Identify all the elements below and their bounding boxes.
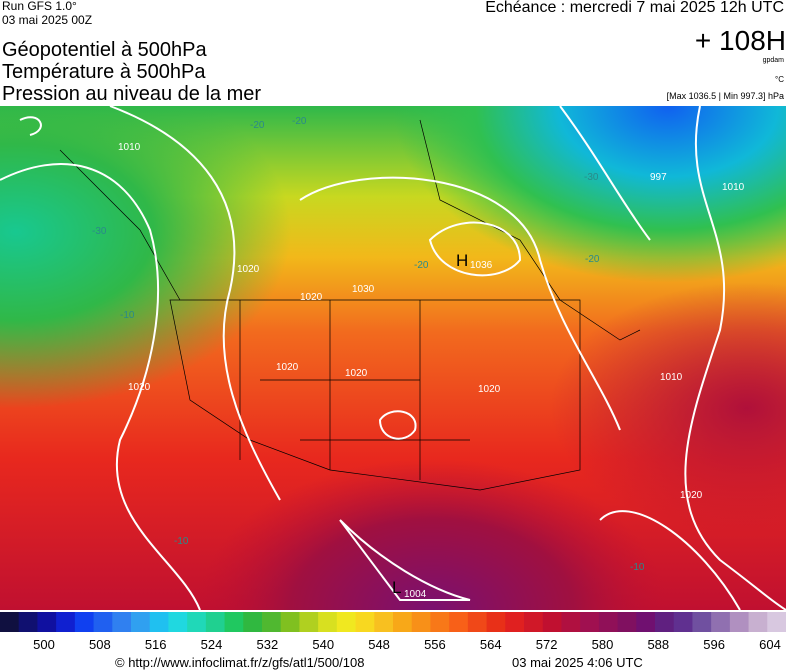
colorbar-label: 572: [536, 637, 558, 652]
isobar-label: 1030: [352, 284, 375, 295]
colorbar-swatch: [542, 612, 562, 632]
colorbar-label: 588: [647, 637, 669, 652]
header: Run GFS 1.0° 03 mai 2025 00Z Géopotentie…: [2, 0, 786, 105]
unit: °C: [775, 75, 784, 84]
colorbar-swatch: [355, 612, 375, 632]
colorbar-label: 564: [480, 637, 502, 652]
isobar-label: 997: [650, 172, 667, 183]
isobar-label: 1010: [722, 182, 745, 193]
colorbar-swatch: [411, 612, 431, 632]
generated: 03 mai 2025 4:06 UTC: [512, 655, 643, 670]
source: © http://www.infoclimat.fr/z/gfs/atl1/50…: [115, 655, 364, 670]
colorbar-swatch: [56, 612, 76, 632]
colorbar-swatch: [580, 612, 600, 632]
colorbar-swatch: [598, 612, 619, 632]
colorbar-swatch: [486, 612, 506, 632]
colorbar-label: 580: [592, 637, 614, 652]
run: Run GFS 1.0°: [2, 0, 77, 13]
high-marker: H: [456, 251, 468, 270]
isobar-label: 1020: [680, 490, 703, 501]
colorbar-swatch: [505, 612, 525, 632]
run-date: 03 mai 2025 00Z: [2, 13, 92, 27]
colorbar-label: 500: [33, 637, 55, 652]
colorbar-swatch: [93, 612, 113, 632]
colorbar-swatch: [280, 612, 300, 632]
temperature-label: -10: [120, 310, 135, 321]
colorbar-label: 540: [312, 637, 334, 652]
temperature-label: -30: [92, 226, 107, 237]
colorbar-swatch: [318, 612, 338, 632]
low-marker: L: [392, 578, 401, 597]
colorbar-label: 596: [703, 637, 725, 652]
unit: gpdam: [763, 57, 785, 64]
colorbar-swatch: [243, 612, 263, 632]
colorbar-label: 604: [759, 637, 781, 652]
map-labels: H 1036 L 1004 1010 1020 1030 1020 1020 1020 10…: [92, 116, 745, 600]
colorbar-swatch: [692, 612, 712, 632]
low-value: 1004: [404, 589, 427, 600]
temperature-label: -20: [292, 116, 307, 127]
title: Température à 500hPa: [2, 61, 206, 83]
colorbar-swatch: [711, 612, 731, 632]
temperature-label: -20: [414, 260, 429, 271]
title: Pression au niveau de la mer: [2, 83, 261, 105]
colorbar-swatch: [0, 612, 20, 632]
colorbar-label: 556: [424, 637, 446, 652]
colorbar-swatch: [561, 612, 581, 632]
colorbar-swatch: [299, 612, 319, 632]
temperature-label: -20: [250, 120, 265, 131]
map: [0, 105, 786, 611]
colorbar-swatch: [112, 612, 132, 632]
colorbar-swatch: [617, 612, 637, 632]
isobar-label: 1020: [276, 362, 299, 373]
colorbar-swatch: [655, 612, 675, 632]
colorbar-swatch: [393, 612, 413, 632]
colorbar-swatch: [729, 612, 750, 632]
title: Géopotentiel à 500hPa: [2, 39, 207, 61]
colorbar-swatch: [131, 612, 151, 632]
temperature-label: -30: [584, 172, 599, 183]
colorbar-swatch: [187, 612, 207, 632]
colorbar-swatch: [149, 612, 169, 632]
colorbar-swatch: [18, 612, 38, 632]
temperature-label: -10: [174, 536, 189, 547]
colorbar-swatch: [262, 612, 282, 632]
isobar-label: 1020: [300, 292, 323, 303]
colorbar-swatch: [673, 612, 693, 632]
high-value: 1036: [470, 260, 493, 271]
colorbar-label: 548: [368, 637, 390, 652]
colorbar-swatch: [467, 612, 488, 632]
colorbar-label: 532: [257, 637, 279, 652]
pressure-range: [Max 1036.5 | Min 997.3] hPa: [667, 91, 784, 101]
colorbar-swatch: [336, 612, 357, 632]
colorbar-swatch: [74, 612, 95, 632]
colorbar-swatch: [767, 612, 786, 632]
colorbar-swatch: [224, 612, 244, 632]
colorbar-swatch: [168, 612, 188, 632]
colorbar-swatch: [636, 612, 656, 632]
isobar-label: 1010: [118, 142, 141, 153]
colorbar-swatch: [37, 612, 57, 632]
colorbar: 500 508 516 524 532 540 548 556 564 572 580 588 596 6…: [0, 612, 786, 652]
temperature-label: -10: [630, 562, 645, 573]
temperature-label: -20: [585, 254, 600, 265]
colorbar-label: 516: [145, 637, 167, 652]
valid-time: Echéance : mercredi 7 mai 2025 12h UTC: [485, 0, 784, 16]
isobar-label: 1020: [345, 368, 368, 379]
colorbar-label: 508: [89, 637, 111, 652]
isobar-label: 1020: [237, 264, 260, 275]
isobar-label: 1010: [660, 372, 683, 383]
isobar-label: 1020: [478, 384, 501, 395]
colorbar-swatch: [449, 612, 469, 632]
isobar-label: 1020: [128, 382, 151, 393]
colorbar-label: 524: [201, 637, 223, 652]
colorbar-swatch: [374, 612, 394, 632]
lead-time: + 108H: [695, 25, 786, 56]
colorbar-swatch: [205, 612, 226, 632]
colorbar-swatch: [524, 612, 544, 632]
colorbar-swatch: [430, 612, 450, 632]
colorbar-swatch: [748, 612, 768, 632]
